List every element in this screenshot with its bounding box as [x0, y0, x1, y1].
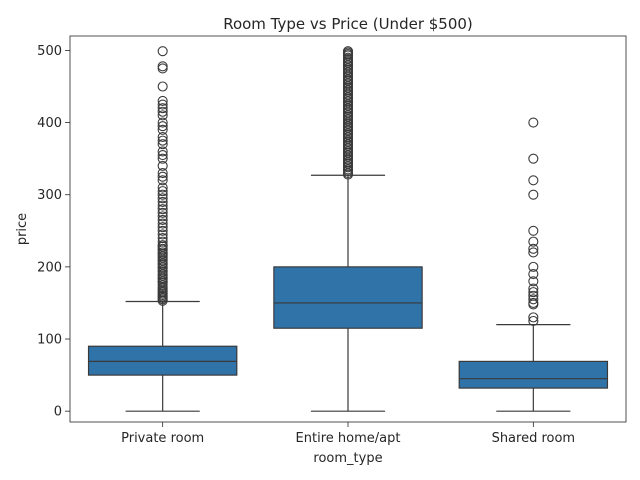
outlier-point: [157, 240, 168, 251]
outlier-point: [528, 294, 539, 305]
outlier-point: [157, 211, 168, 222]
outlier-point: [528, 175, 539, 186]
outlier-point: [157, 110, 168, 121]
box-group: [273, 46, 423, 412]
outlier-point: [528, 315, 539, 327]
box-iqr: [458, 360, 609, 389]
y-tick-label: 100: [37, 333, 62, 348]
outlier-point: [157, 225, 168, 236]
outlier-point: [528, 189, 539, 200]
box-group: [458, 117, 609, 412]
outlier-point: [528, 269, 539, 280]
outlier-point: [157, 236, 168, 247]
outlier-point: [157, 222, 168, 233]
outlier-point: [528, 261, 539, 272]
y-tick-label: 0: [54, 405, 62, 420]
outlier-point: [528, 312, 539, 323]
outlier-point: [157, 171, 168, 182]
outlier-point: [157, 95, 168, 106]
outlier-point: [528, 225, 539, 236]
outlier-point: [157, 103, 168, 114]
outlier-point: [157, 124, 168, 135]
outlier-point: [528, 236, 539, 247]
chart-title: Room Type vs Price (Under $500): [223, 15, 473, 33]
outlier-point: [157, 186, 168, 197]
outlier-point: [157, 117, 168, 128]
outlier-point: [528, 247, 539, 258]
outlier-point: [157, 189, 168, 200]
outlier-point: [528, 117, 539, 128]
x-tick-label: Shared room: [492, 431, 576, 446]
outlier-point: [157, 214, 168, 226]
outlier-point: [528, 283, 539, 294]
outlier-point: [157, 207, 168, 218]
outlier-point: [157, 131, 168, 143]
box-iqr: [273, 266, 423, 329]
outlier-point: [528, 290, 539, 301]
y-tick-label: 500: [37, 44, 62, 59]
outlier-point: [157, 106, 168, 117]
y-tick-label: 300: [37, 188, 62, 203]
outlier-point: [157, 149, 168, 161]
outlier-point: [157, 204, 168, 215]
outlier-point: [157, 81, 168, 92]
outlier-point: [157, 175, 168, 186]
outlier-point: [528, 287, 539, 298]
y-tick-label: 400: [37, 116, 62, 131]
outlier-point: [157, 99, 168, 110]
outlier-point: [157, 63, 168, 74]
outlier-point: [157, 146, 168, 157]
y-tick-label: 200: [37, 260, 62, 275]
x-tick-label: Private room: [121, 431, 204, 446]
outlier-point: [528, 243, 539, 254]
outlier-point: [157, 182, 168, 193]
x-axis: Private room Entire home/apt Shared room: [121, 422, 575, 446]
outlier-point: [528, 153, 539, 164]
outlier-point: [157, 121, 168, 132]
outlier-point: [342, 46, 354, 57]
plot-layer: [87, 46, 609, 412]
box-group: [87, 46, 238, 412]
outlier-point: [157, 153, 168, 164]
outlier-point: [157, 160, 168, 171]
box-iqr: [87, 345, 238, 376]
outlier-point: [157, 139, 168, 150]
outlier-point: [157, 200, 168, 211]
outlier-point: [157, 168, 168, 179]
outlier-point: [157, 196, 168, 207]
outlier-point: [157, 218, 168, 229]
y-axis: 0 100 200 300 400 500: [37, 44, 70, 420]
x-tick-label: Entire home/apt: [296, 431, 401, 446]
outlier-point: [157, 193, 168, 204]
outlier-point: [528, 297, 539, 309]
outlier-point: [157, 229, 168, 240]
x-axis-label: room_type: [313, 451, 382, 466]
outlier-point: [157, 232, 168, 244]
outlier-point: [157, 135, 168, 146]
y-axis-label: price: [15, 213, 30, 245]
outlier-point: [157, 61, 168, 72]
outlier-point: [528, 276, 539, 287]
outlier-point: [157, 46, 168, 57]
